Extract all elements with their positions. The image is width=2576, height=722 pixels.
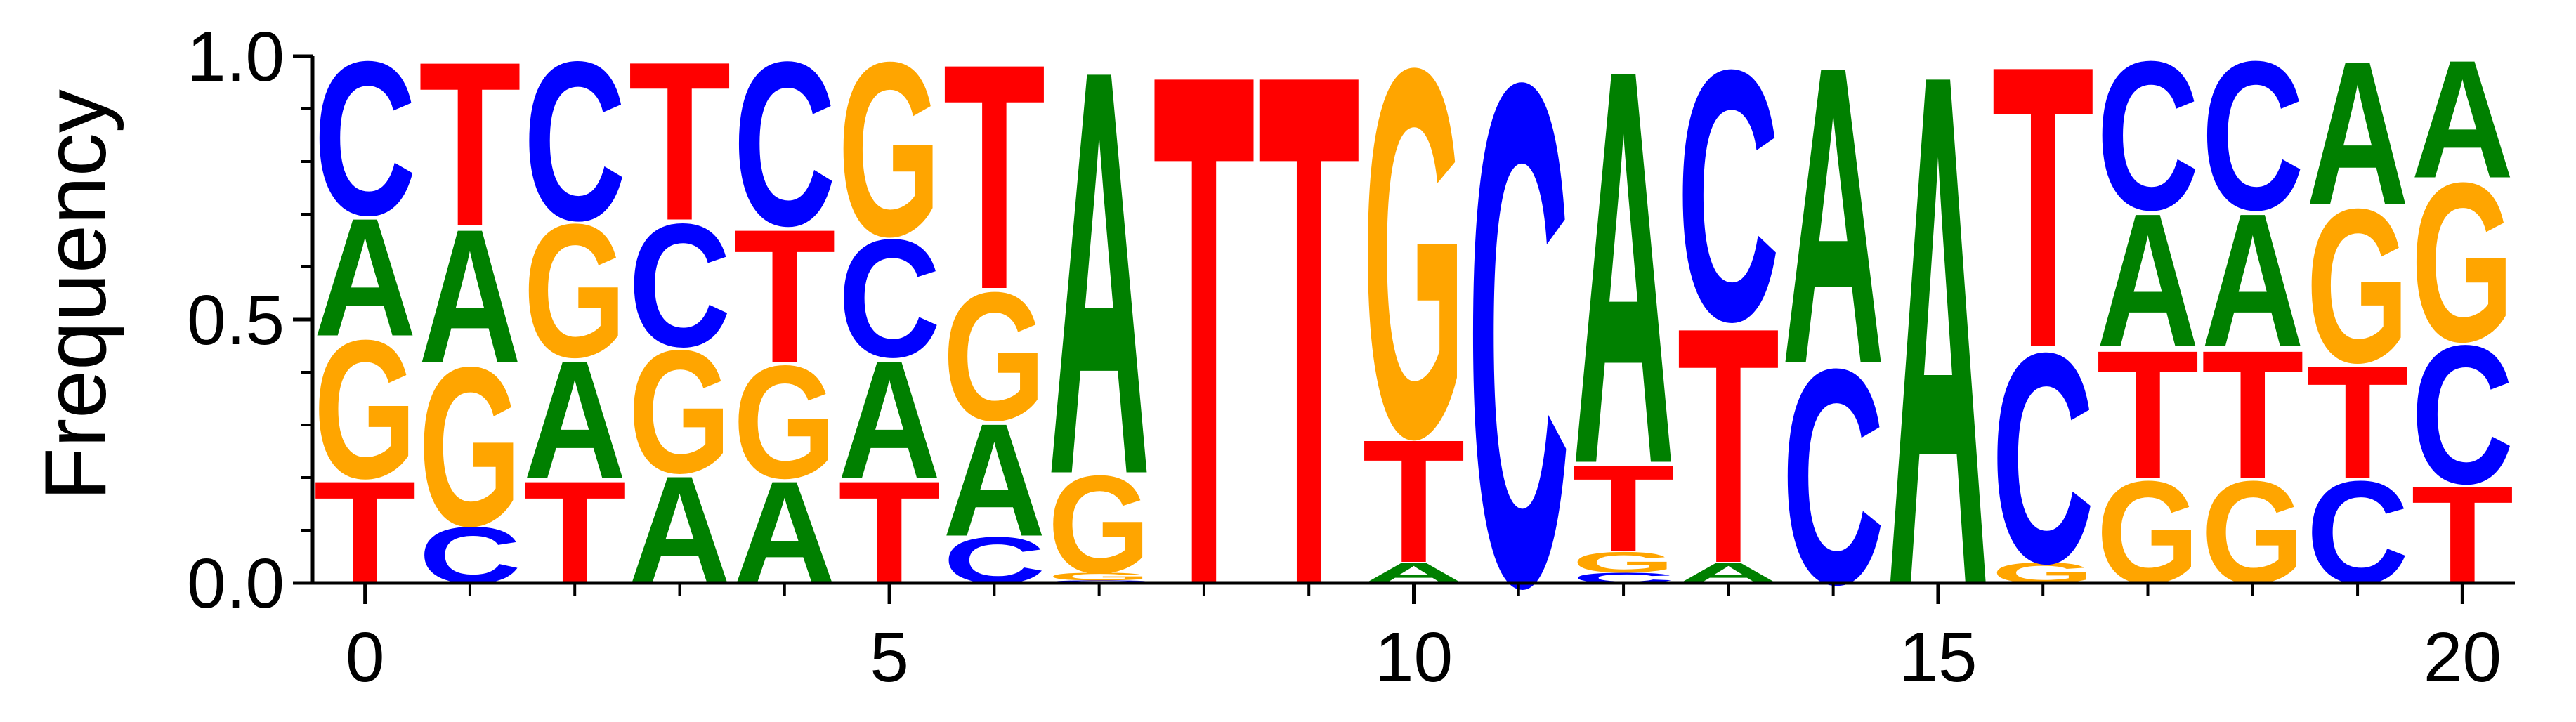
letter-t: T (1992, 0, 2094, 432)
letter-a: A (2306, 19, 2409, 247)
x-tick-label: 5 (870, 618, 909, 697)
letter-c: C (2202, 17, 2304, 254)
letter-t: T (628, 15, 731, 268)
letter-c: C (1467, 0, 1570, 722)
y-axis-label: Frequency (27, 89, 124, 501)
letter-a: A (2411, 26, 2513, 214)
letter-g: G (1362, 0, 1465, 547)
letter-c: C (1677, 0, 1779, 396)
y-tick-label: 1.0 (187, 18, 285, 96)
letter-g: G (838, 11, 941, 289)
y-tick-label: 0.5 (187, 281, 285, 360)
x-tick-label: 20 (2424, 618, 2502, 697)
letter-c: C (733, 13, 836, 275)
letter-c: C (2096, 17, 2199, 254)
letter-c: C (313, 16, 416, 261)
letter-a: A (1887, 0, 1989, 722)
letter-a: A (1047, 0, 1150, 595)
x-tick-label: 10 (1375, 618, 1453, 697)
letter-c: C (523, 15, 626, 268)
x-tick-label: 0 (346, 618, 385, 697)
y-tick-label: 0.0 (187, 544, 285, 623)
letter-t: T (1153, 0, 1255, 722)
letter-a: A (1781, 0, 1884, 452)
letter-t: T (419, 13, 521, 275)
letter-a: A (1572, 0, 1675, 582)
x-tick-label: 15 (1899, 618, 1977, 697)
logo-letters: TGACCGATTAGCAGCTAGTCTACGCAGTCGGATTATGCCG… (313, 0, 2513, 722)
letter-t: T (943, 0, 1045, 357)
letter-t: T (1257, 0, 1360, 722)
